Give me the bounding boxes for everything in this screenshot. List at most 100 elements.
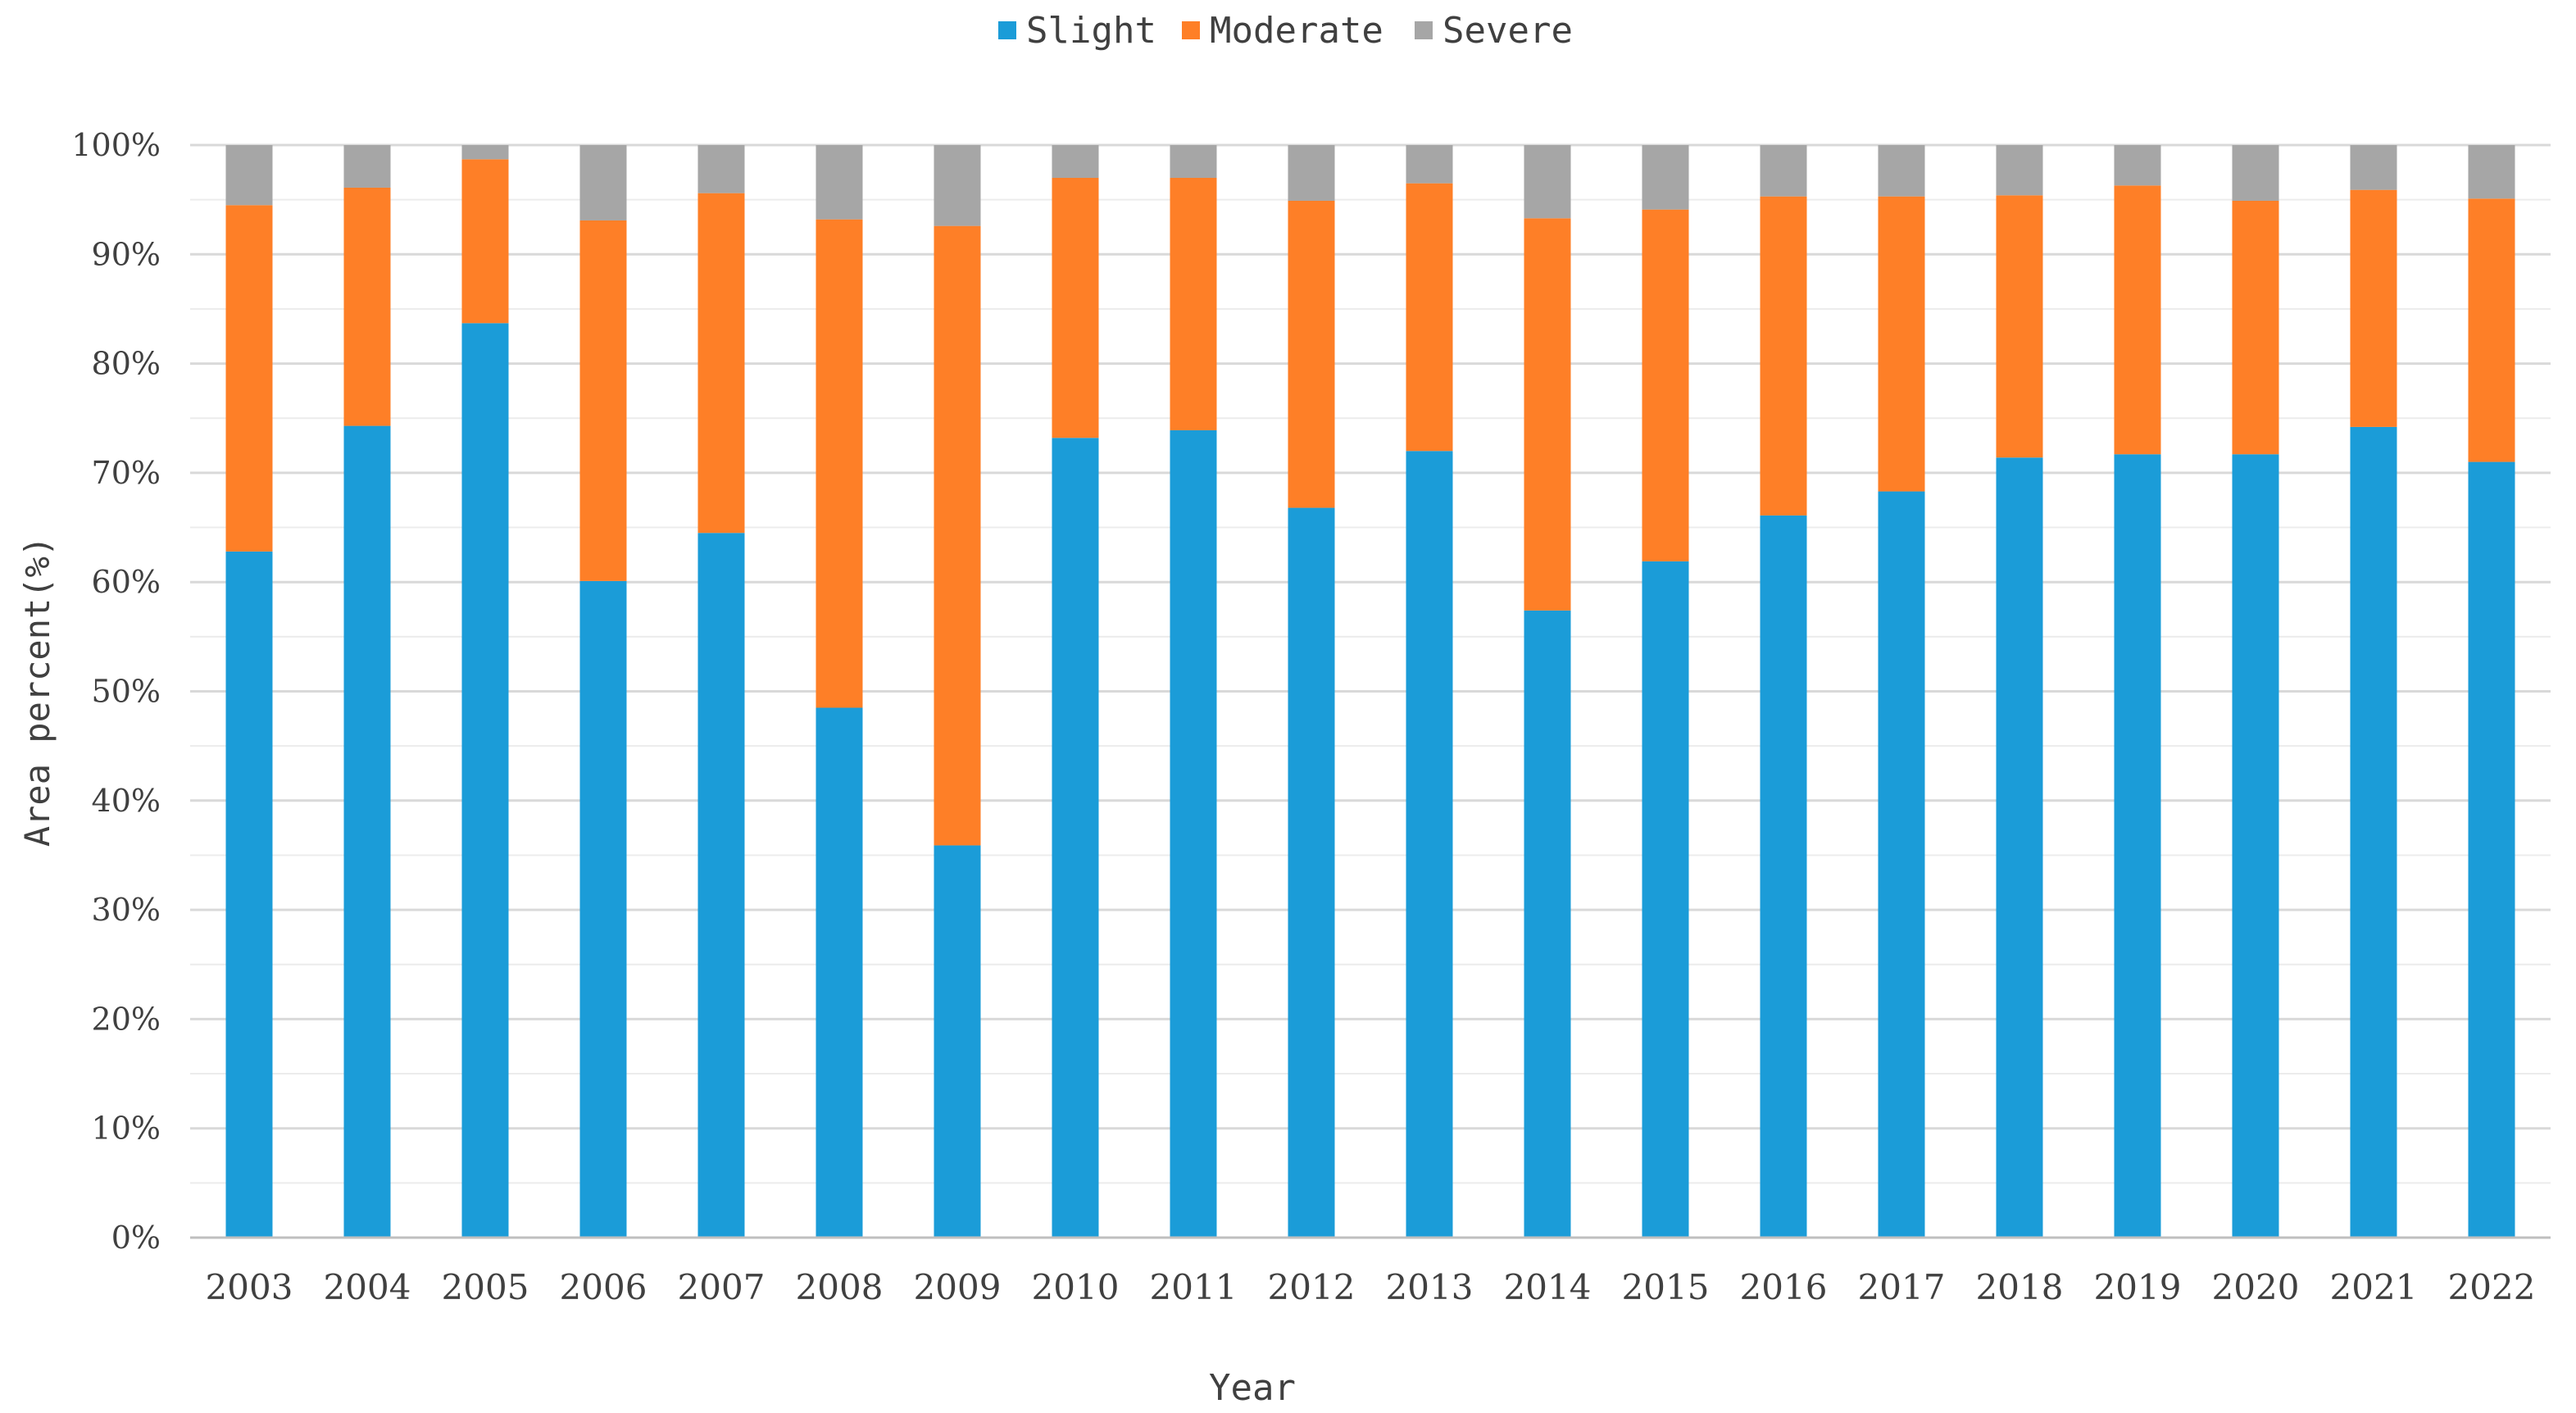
- x-tick-label: 2016: [1740, 1267, 1828, 1307]
- bar-slight-2003: [225, 551, 273, 1238]
- x-tick-label: 2006: [560, 1267, 647, 1307]
- bar-slight-2009: [934, 845, 981, 1238]
- bar-slight-2007: [697, 533, 745, 1238]
- legend-swatch-severe: [1415, 21, 1433, 39]
- gridlines: [190, 143, 2551, 1239]
- legend-label-slight: Slight: [1026, 10, 1156, 52]
- x-tick-label: 2004: [324, 1267, 411, 1307]
- bar-moderate-2005: [461, 159, 509, 324]
- x-tick-label: 2014: [1504, 1267, 1592, 1307]
- bar-slight-2014: [1524, 610, 1571, 1238]
- y-tick-label: 100%: [71, 127, 161, 163]
- bar-slight-2012: [1288, 507, 1335, 1238]
- legend-label-moderate: Moderate: [1210, 10, 1383, 52]
- bar-severe-2004: [343, 145, 391, 188]
- bar-slight-2017: [1878, 491, 1925, 1238]
- bar-moderate-2009: [934, 225, 981, 846]
- bar-moderate-2021: [2350, 189, 2397, 427]
- bar-slight-2019: [2114, 454, 2161, 1238]
- x-tick-label: 2020: [2212, 1267, 2300, 1307]
- y-tick-label: 30%: [92, 892, 161, 928]
- x-tick-label: 2019: [2094, 1267, 2182, 1307]
- x-tick-label: 2003: [206, 1267, 293, 1307]
- bar-slight-2013: [1406, 451, 1453, 1238]
- x-tick-label: 2011: [1150, 1267, 1238, 1307]
- bar-slight-2004: [343, 425, 391, 1238]
- legend-swatch-moderate: [1182, 21, 1200, 39]
- bar-moderate-2008: [816, 219, 863, 708]
- bar-moderate-2020: [2232, 200, 2279, 455]
- x-tick-label: 2022: [2448, 1267, 2536, 1307]
- bar-slight-2005: [461, 323, 509, 1238]
- bar-slight-2015: [1642, 561, 1689, 1238]
- bar-severe-2013: [1406, 145, 1453, 184]
- bar-slight-2020: [2232, 454, 2279, 1238]
- x-tick-label: 2021: [2330, 1267, 2418, 1307]
- bar-severe-2007: [697, 145, 745, 193]
- y-tick-label: 70%: [92, 455, 161, 491]
- x-axis-title: Year: [1209, 1367, 1296, 1409]
- bar-moderate-2004: [343, 187, 391, 426]
- bar-moderate-2019: [2114, 185, 2161, 455]
- bar-severe-2009: [934, 145, 981, 226]
- bar-severe-2008: [816, 145, 863, 220]
- y-tick-label: 80%: [92, 346, 161, 382]
- y-tick-label: 60%: [92, 564, 161, 600]
- legend-label-severe: Severe: [1442, 10, 1573, 52]
- bar-severe-2021: [2350, 145, 2397, 190]
- x-tick-label: 2017: [1858, 1267, 1946, 1307]
- bar-slight-2022: [2468, 461, 2515, 1238]
- bar-slight-2016: [1760, 515, 1807, 1238]
- x-tick-label: 2010: [1032, 1267, 1120, 1307]
- y-tick-label: 50%: [92, 674, 161, 710]
- bar-severe-2014: [1524, 145, 1571, 219]
- bar-moderate-2017: [1878, 196, 1925, 492]
- x-tick-label: 2009: [914, 1267, 1002, 1307]
- y-tick-label: 90%: [92, 236, 161, 272]
- x-tick-label: 2008: [796, 1267, 884, 1307]
- bar-moderate-2006: [579, 220, 627, 581]
- x-tick-label: 2013: [1386, 1267, 1474, 1307]
- y-tick-label: 40%: [92, 783, 161, 819]
- x-tick-label: 2015: [1622, 1267, 1710, 1307]
- bar-slight-2021: [2350, 426, 2397, 1238]
- y-tick-label: 0%: [111, 1220, 161, 1256]
- x-tick-label: 2005: [442, 1267, 529, 1307]
- legend-swatch-slight: [998, 21, 1016, 39]
- bar-moderate-2013: [1406, 183, 1453, 452]
- y-tick-label: 10%: [92, 1111, 161, 1147]
- bar-slight-2006: [579, 580, 627, 1238]
- bar-severe-2012: [1288, 145, 1335, 201]
- legend: Slight Moderate Severe: [998, 10, 1573, 52]
- bar-severe-2022: [2468, 145, 2515, 199]
- bar-severe-2017: [1878, 145, 1925, 197]
- bar-moderate-2014: [1524, 218, 1571, 611]
- y-tick-label: 20%: [92, 1001, 161, 1037]
- bar-severe-2005: [461, 145, 509, 160]
- bar-severe-2019: [2114, 145, 2161, 186]
- bar-severe-2011: [1170, 145, 1217, 178]
- bar-severe-2010: [1052, 145, 1099, 178]
- bar-moderate-2012: [1288, 200, 1335, 508]
- x-tick-label: 2012: [1268, 1267, 1356, 1307]
- x-tick-label: 2018: [1976, 1267, 2064, 1307]
- bar-moderate-2007: [697, 193, 745, 534]
- bar-slight-2011: [1170, 429, 1217, 1238]
- bar-slight-2008: [816, 707, 863, 1238]
- bar-moderate-2016: [1760, 196, 1807, 516]
- bar-moderate-2010: [1052, 177, 1099, 438]
- bar-severe-2015: [1642, 145, 1689, 210]
- bar-moderate-2015: [1642, 209, 1689, 561]
- bar-moderate-2003: [225, 205, 273, 552]
- axes: 0% 10% 20% 30% 40% 50% 60% 70% 80% 90% 100% 2003 200…: [71, 127, 2551, 1307]
- bar-severe-2020: [2232, 145, 2279, 201]
- bar-severe-2006: [579, 145, 627, 220]
- bar-slight-2010: [1052, 438, 1099, 1238]
- bar-slight-2018: [1996, 457, 2043, 1238]
- x-tick-label: 2007: [678, 1267, 766, 1307]
- bar-severe-2003: [225, 145, 273, 206]
- bars: [225, 145, 2515, 1238]
- bar-severe-2018: [1996, 145, 2043, 196]
